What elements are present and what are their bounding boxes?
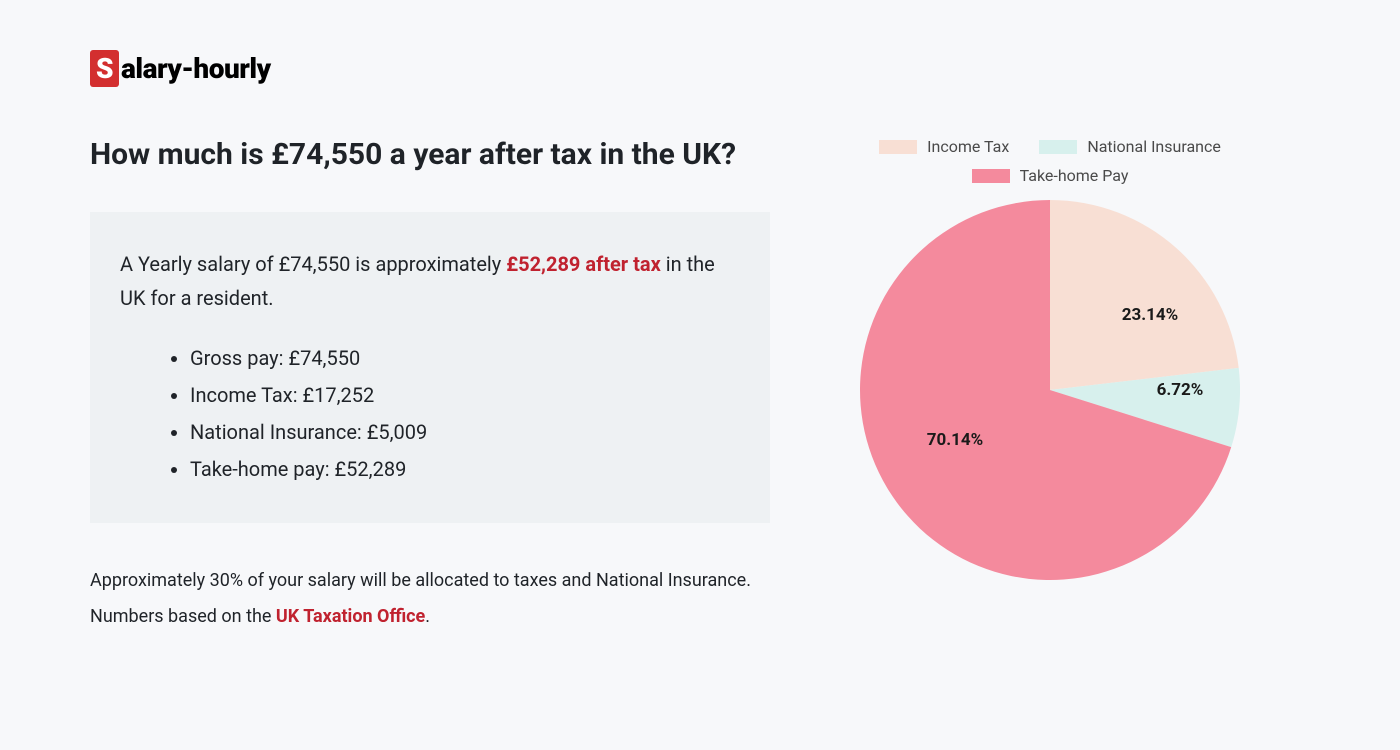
- legend-label: Income Tax: [927, 137, 1009, 156]
- main-content: How much is £74,550 a year after tax in …: [90, 137, 1310, 635]
- tax-office-link[interactable]: UK Taxation Office: [276, 606, 425, 627]
- footer-line1: Approximately 30% of your salary will be…: [90, 570, 751, 591]
- footer-line2-prefix: Numbers based on the: [90, 606, 276, 627]
- summary-intro-highlight: £52,289 after tax: [506, 252, 661, 276]
- legend-swatch: [972, 169, 1010, 183]
- summary-box: A Yearly salary of £74,550 is approximat…: [90, 212, 770, 523]
- summary-intro-prefix: A Yearly salary of £74,550 is approximat…: [120, 252, 506, 276]
- page-title: How much is £74,550 a year after tax in …: [90, 137, 770, 172]
- legend-item: Take-home Pay: [972, 166, 1129, 185]
- pie-label: 23.14%: [1122, 305, 1179, 325]
- summary-intro: A Yearly salary of £74,550 is approximat…: [120, 247, 740, 315]
- logo-text: alary-hourly: [121, 52, 271, 85]
- pie-slice: [1050, 200, 1239, 390]
- pie-chart: 23.14% 6.72% 70.14%: [860, 200, 1240, 580]
- breakdown-list: Gross pay: £74,550 Income Tax: £17,252 N…: [120, 340, 740, 488]
- legend-swatch: [879, 140, 917, 154]
- legend-item: Income Tax: [879, 137, 1009, 156]
- list-item: Income Tax: £17,252: [190, 377, 740, 414]
- logo-badge: S: [90, 50, 119, 87]
- legend-item: National Insurance: [1039, 137, 1221, 156]
- footer-line2-suffix: .: [425, 606, 430, 627]
- list-item: Take-home pay: £52,289: [190, 451, 740, 488]
- footer-text: Approximately 30% of your salary will be…: [90, 563, 770, 635]
- legend-swatch: [1039, 140, 1077, 154]
- legend-label: Take-home Pay: [1020, 166, 1129, 185]
- right-column: Income Tax National Insurance Take-home …: [830, 137, 1270, 635]
- pie-label: 70.14%: [927, 430, 984, 450]
- list-item: Gross pay: £74,550: [190, 340, 740, 377]
- pie-label: 6.72%: [1157, 380, 1204, 400]
- left-column: How much is £74,550 a year after tax in …: [90, 137, 770, 635]
- chart-legend: Income Tax National Insurance Take-home …: [830, 137, 1270, 185]
- list-item: National Insurance: £5,009: [190, 414, 740, 451]
- legend-label: National Insurance: [1087, 137, 1221, 156]
- site-logo: Salary-hourly: [90, 50, 1310, 87]
